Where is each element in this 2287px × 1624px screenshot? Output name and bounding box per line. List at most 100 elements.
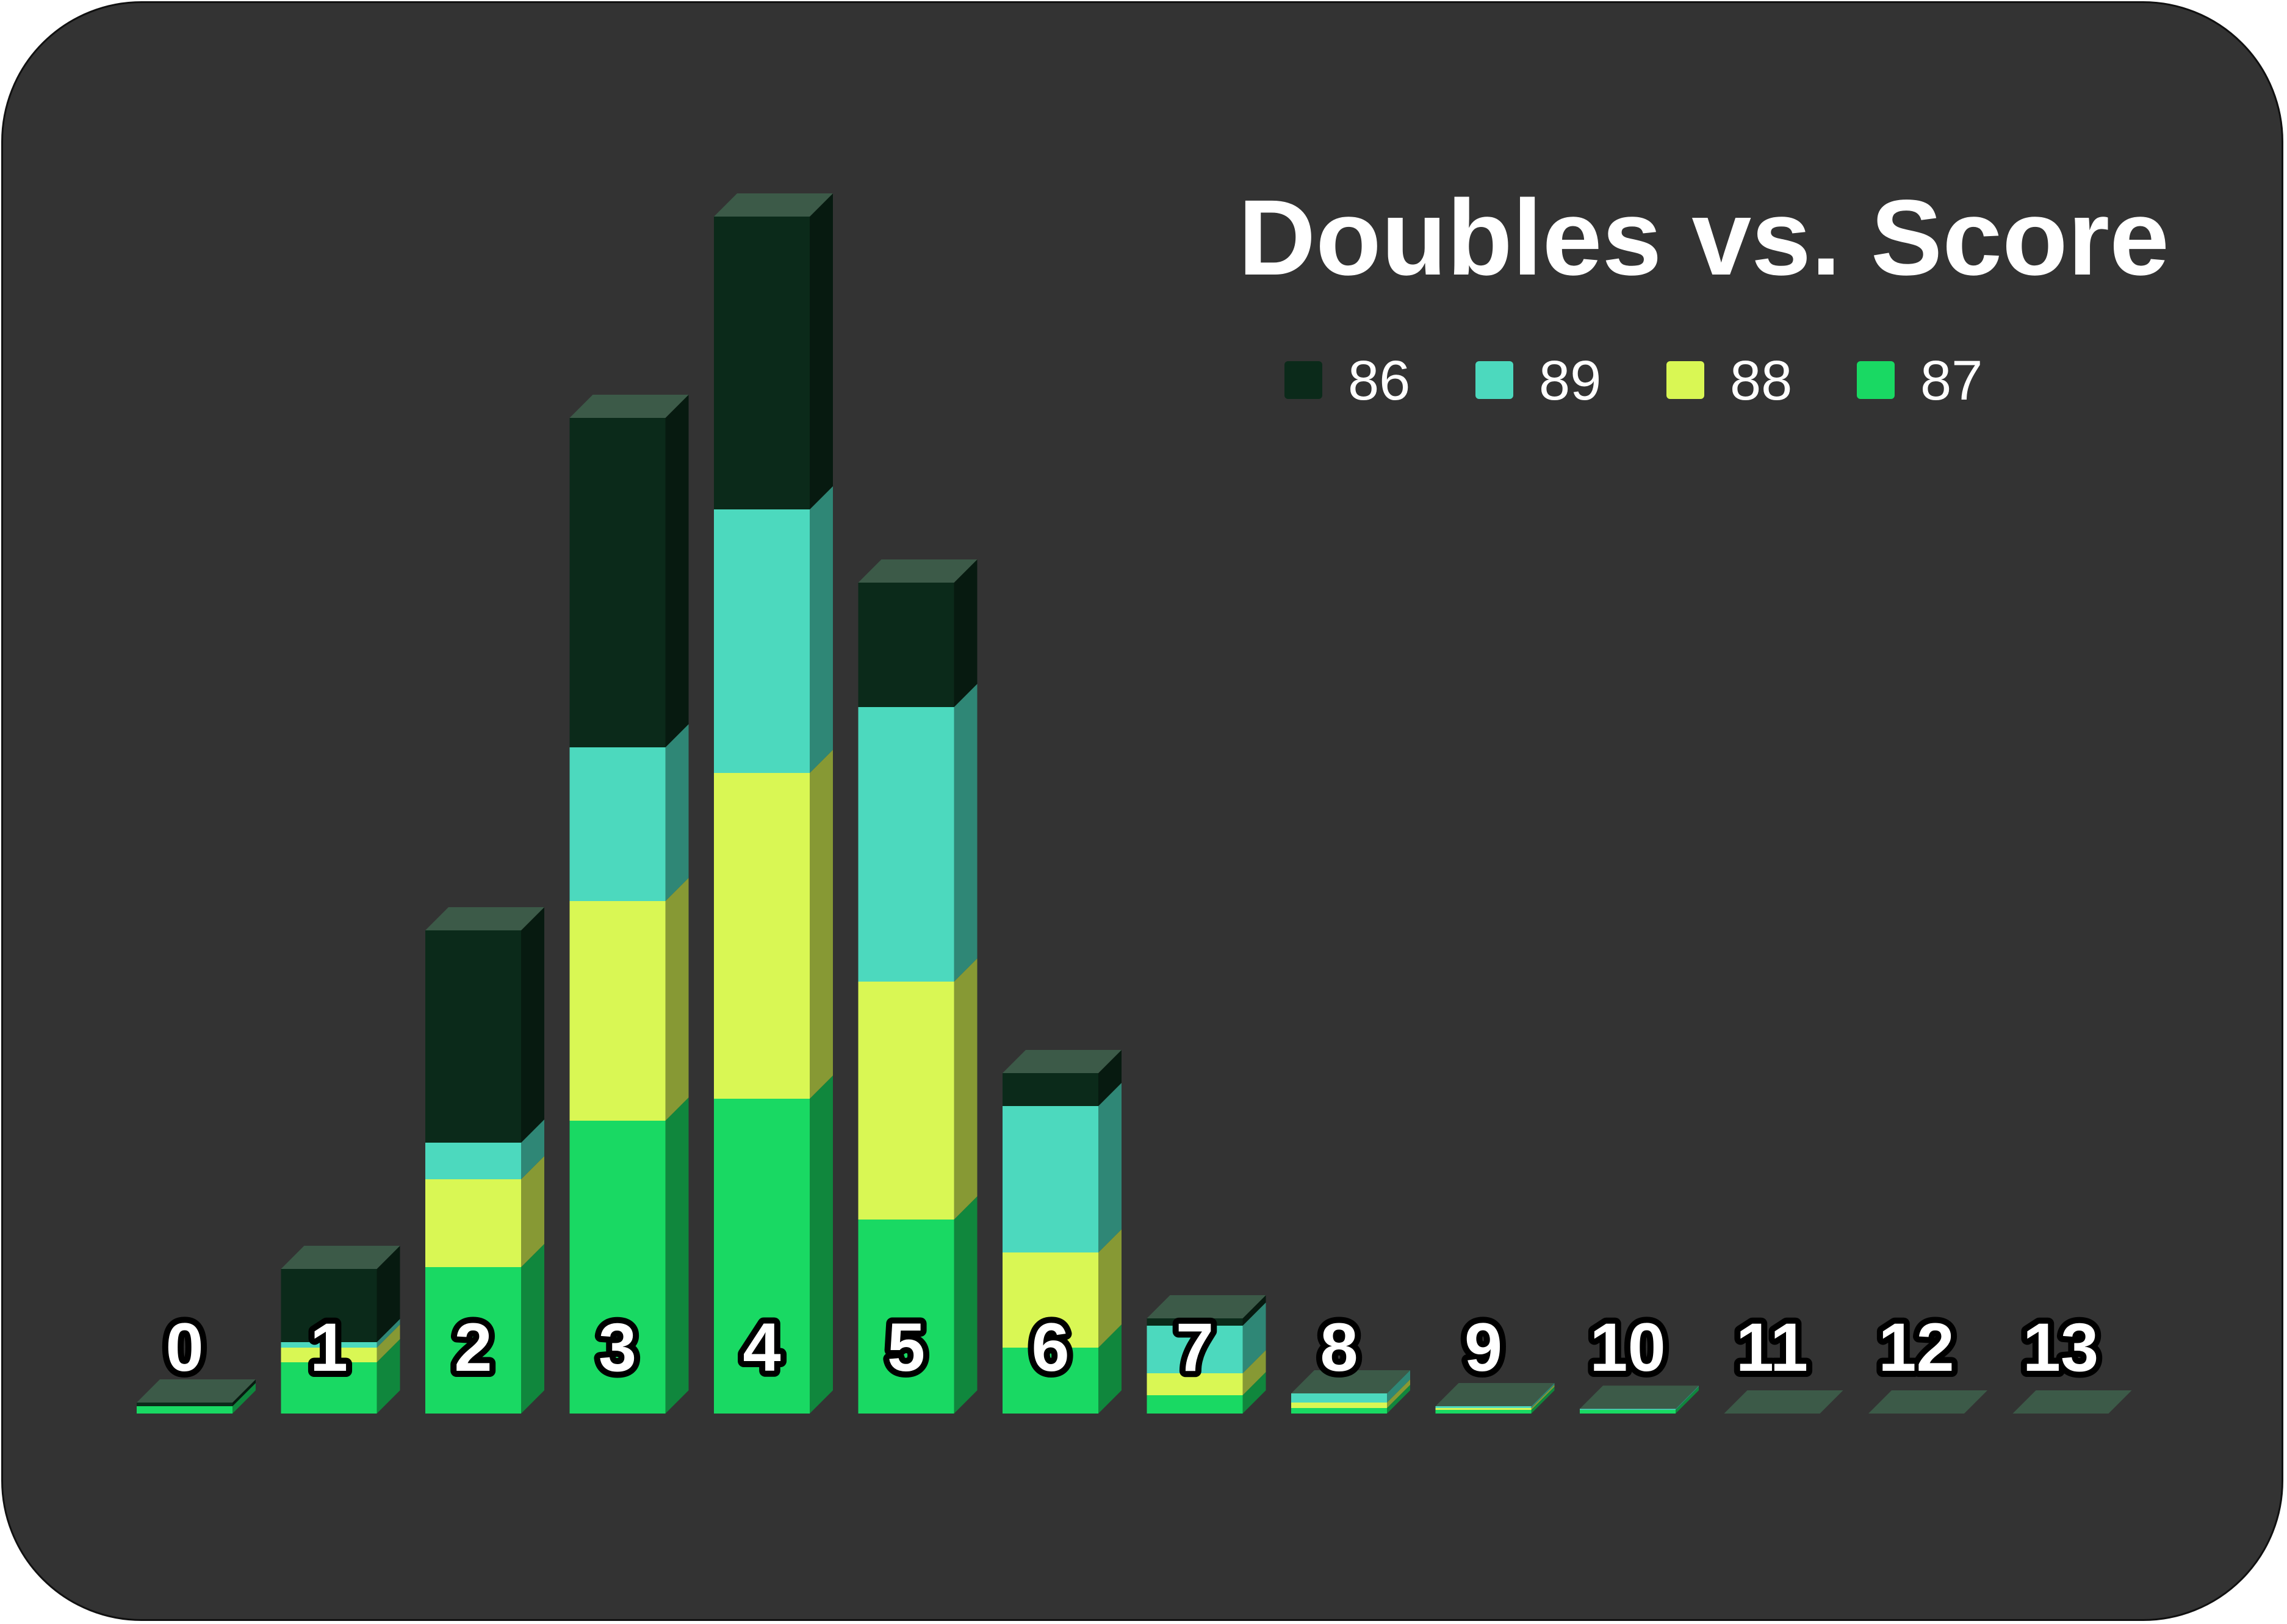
legend: 86 89 88 87 (1284, 350, 1983, 412)
bar-top-13 (2012, 1390, 2132, 1414)
bar-segment-4-89 (714, 509, 810, 773)
bar-side-5-89 (954, 684, 978, 982)
bar-side-5-87 (954, 1196, 978, 1414)
bar-stack-6 (1003, 1050, 1122, 1414)
bar-stack-11 (1724, 1390, 1843, 1414)
bar-stack-7 (1147, 1295, 1266, 1414)
bar-segment-3-86 (569, 418, 666, 747)
bar-side-9-87 (1531, 1387, 1555, 1414)
legend-swatch-88 (1666, 361, 1704, 399)
bar-segment-9-88 (1435, 1408, 1532, 1410)
bar-side-1-87 (376, 1339, 400, 1414)
category-label-7: 7 (1176, 1309, 1214, 1385)
bar-segment-4-88 (714, 773, 810, 1099)
bar-stack-13 (2012, 1390, 2132, 1414)
legend-swatch-86 (1284, 361, 1322, 399)
category-labels: 0 1 2 3 4 5 6 7 8 9 10 11 12 13 (159, 1303, 2105, 1392)
bars-group (137, 193, 2132, 1414)
bar-side-1-86 (376, 1246, 400, 1342)
legend-label-86: 86 (1348, 350, 1410, 412)
bar-segment-0-87 (137, 1406, 232, 1414)
bar-segment-6-86 (1003, 1073, 1098, 1106)
bar-top-2 (425, 907, 544, 930)
category-label-0: 0 (165, 1309, 203, 1385)
bar-segment-6-88 (1003, 1252, 1098, 1348)
bar-segment-10-89 (1580, 1409, 1676, 1410)
bar-side-7-89 (1242, 1302, 1266, 1373)
legend-swatch-89 (1475, 361, 1513, 399)
bar-top-3 (569, 395, 689, 418)
bar-side-2-88 (521, 1156, 544, 1267)
category-label-6: 6 (1031, 1309, 1069, 1385)
bar-side-3-88 (665, 878, 689, 1121)
category-label-2: 2 (454, 1309, 492, 1385)
bar-segment-2-87 (425, 1267, 521, 1414)
bar-stack-12 (1868, 1390, 1987, 1414)
bar-segment-2-86 (425, 930, 521, 1143)
bar-segment-4-87 (714, 1099, 810, 1414)
bar-side-1-88 (376, 1324, 400, 1362)
legend-label-88: 88 (1730, 350, 1792, 412)
bar-stack-3 (569, 395, 689, 1414)
bar-side-0-87 (232, 1383, 256, 1414)
bar-segment-7-87 (1147, 1395, 1243, 1414)
bar-side-10-87 (1676, 1387, 1699, 1414)
bar-side-3-87 (665, 1098, 689, 1414)
bar-stack-8 (1291, 1370, 1410, 1414)
bar-side-9-89 (1531, 1383, 1555, 1408)
chart-title: Doubles vs. Score (1238, 178, 2169, 298)
bar-segment-10-87 (1580, 1410, 1676, 1414)
bar-segment-1-87 (281, 1362, 377, 1414)
bar-segment-1-86 (281, 1269, 377, 1342)
category-label-1: 1 (310, 1309, 348, 1385)
bar-stack-5 (858, 559, 978, 1414)
bar-side-6-87 (1098, 1324, 1122, 1414)
bar-segment-3-87 (569, 1121, 666, 1414)
bar-top-8 (1291, 1370, 1410, 1393)
bar-top-5 (858, 559, 978, 583)
bar-top-9 (1435, 1383, 1555, 1406)
bar-side-2-89 (521, 1119, 544, 1179)
legend-swatch-87 (1857, 361, 1895, 399)
category-label-8: 8 (1320, 1309, 1358, 1385)
bar-segment-3-88 (569, 901, 666, 1121)
bar-stack-2 (425, 907, 544, 1414)
bar-segment-5-88 (858, 982, 954, 1220)
bar-side-2-86 (521, 907, 544, 1143)
bar-side-4-87 (810, 1076, 833, 1414)
bar-side-3-89 (665, 724, 689, 901)
bar-side-4-86 (810, 193, 833, 509)
bar-segment-3-89 (569, 747, 666, 901)
bar-segment-4-86 (714, 217, 810, 509)
legend-item-86: 86 (1284, 350, 1410, 412)
bar-stack-1 (281, 1246, 400, 1414)
bar-side-7-87 (1242, 1372, 1266, 1414)
bar-segment-1-89 (281, 1342, 377, 1348)
bar-side-9-88 (1531, 1385, 1555, 1410)
bar-segment-7-86 (1147, 1318, 1243, 1326)
bar-top-12 (1868, 1390, 1987, 1414)
bar-side-6-86 (1098, 1050, 1122, 1106)
bar-side-0-86 (232, 1379, 256, 1406)
category-label-5: 5 (887, 1309, 925, 1385)
bar-segment-5-86 (858, 583, 954, 707)
bar-segment-6-87 (1003, 1348, 1098, 1414)
bar-stack-4 (714, 193, 833, 1414)
bar-side-3-86 (665, 395, 689, 747)
bar-top-7 (1147, 1295, 1266, 1318)
legend-item-87: 87 (1857, 350, 1983, 412)
bar-side-10-89 (1676, 1385, 1699, 1410)
bar-segment-2-88 (425, 1179, 521, 1267)
bar-side-8-87 (1387, 1385, 1410, 1414)
bar-side-5-86 (954, 559, 978, 707)
bar-stack-9 (1435, 1383, 1555, 1414)
bar-stack-10 (1580, 1385, 1699, 1414)
bar-top-10 (1580, 1385, 1699, 1409)
bar-top-1 (281, 1246, 400, 1269)
bar-side-8-88 (1387, 1379, 1410, 1408)
category-label-9: 9 (1464, 1309, 1502, 1385)
bar-side-6-89 (1098, 1083, 1122, 1252)
category-label-11: 11 (1736, 1309, 1808, 1385)
bar-segment-5-87 (858, 1220, 954, 1414)
